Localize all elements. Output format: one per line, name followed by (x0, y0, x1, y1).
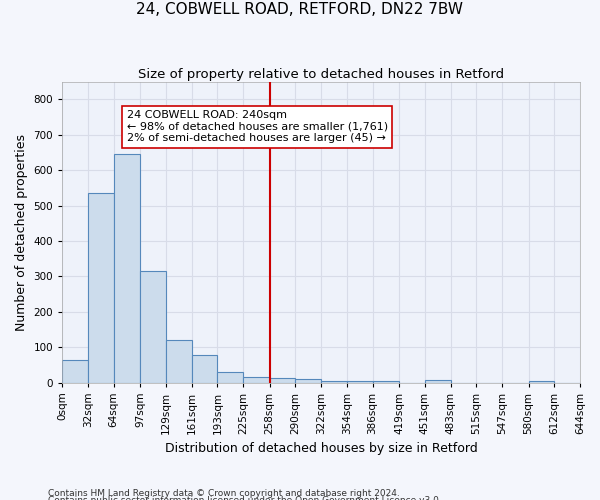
Bar (295, 379, 321, 382)
Bar (62, 360, 88, 382)
Bar (191, 355, 217, 382)
Y-axis label: Number of detached properties: Number of detached properties (15, 134, 28, 330)
Text: Contains public sector information licensed under the Open Government Licence v3: Contains public sector information licen… (48, 496, 442, 500)
Bar (321, 380, 347, 382)
Bar (166, 340, 191, 382)
Text: 24 COBWELL ROAD: 240sqm
← 98% of detached houses are smaller (1,761)
2% of semi-: 24 COBWELL ROAD: 240sqm ← 98% of detache… (127, 110, 388, 143)
Text: 24, COBWELL ROAD, RETFORD, DN22 7BW: 24, COBWELL ROAD, RETFORD, DN22 7BW (137, 2, 464, 18)
Text: Contains HM Land Registry data © Crown copyright and database right 2024.: Contains HM Land Registry data © Crown c… (48, 488, 400, 498)
Bar (243, 377, 269, 382)
Bar (425, 380, 451, 382)
Bar (140, 271, 166, 382)
X-axis label: Distribution of detached houses by size in Retford: Distribution of detached houses by size … (165, 442, 478, 455)
Bar (217, 372, 243, 382)
Bar (529, 380, 554, 382)
Bar (269, 378, 295, 382)
Title: Size of property relative to detached houses in Retford: Size of property relative to detached ho… (138, 68, 504, 80)
Bar (373, 380, 399, 382)
Bar (88, 193, 113, 382)
Bar (113, 154, 140, 382)
